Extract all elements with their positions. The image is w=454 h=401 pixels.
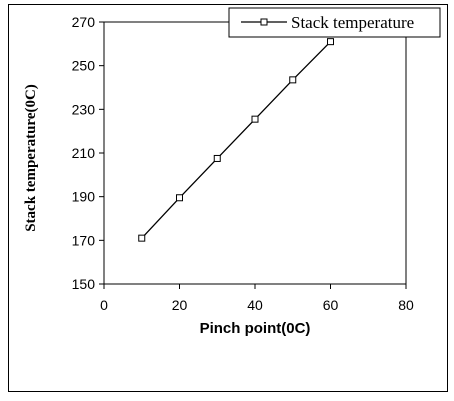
y-tick-label: 210 bbox=[72, 145, 96, 161]
y-tick-label: 250 bbox=[72, 58, 96, 74]
data-point bbox=[176, 194, 183, 202]
series-line bbox=[141, 41, 331, 239]
y-tick-label: 150 bbox=[72, 276, 96, 292]
data-point bbox=[138, 234, 146, 242]
data-point bbox=[213, 154, 221, 162]
data-point bbox=[289, 76, 297, 84]
y-tick-label: 270 bbox=[72, 14, 96, 30]
x-tick-label: 80 bbox=[398, 297, 414, 313]
y-axis-label: Stack temperature(0C) bbox=[23, 84, 39, 232]
chart-frame bbox=[8, 4, 448, 392]
y-axis: 150 170 190 210 230 250 270 bbox=[72, 14, 104, 292]
y-tick-label: 170 bbox=[72, 232, 96, 248]
y-tick-label: 230 bbox=[72, 101, 96, 117]
x-axis: 0 20 40 60 80 bbox=[100, 284, 414, 313]
plot-area bbox=[103, 21, 407, 285]
data-point bbox=[251, 115, 259, 123]
x-tick-label: 60 bbox=[323, 297, 339, 313]
legend-label: Stack temperature bbox=[291, 13, 414, 32]
x-tick-label: 40 bbox=[247, 297, 263, 313]
legend: Stack temperature bbox=[228, 7, 441, 38]
legend-marker-swatch bbox=[260, 18, 268, 26]
series-layer bbox=[138, 38, 334, 242]
data-point bbox=[327, 38, 334, 46]
x-tick-label: 20 bbox=[172, 297, 188, 313]
x-axis-label: Pinch point(0C) bbox=[200, 320, 311, 337]
x-tick-label: 0 bbox=[100, 297, 108, 313]
y-tick-label: 190 bbox=[72, 189, 96, 205]
